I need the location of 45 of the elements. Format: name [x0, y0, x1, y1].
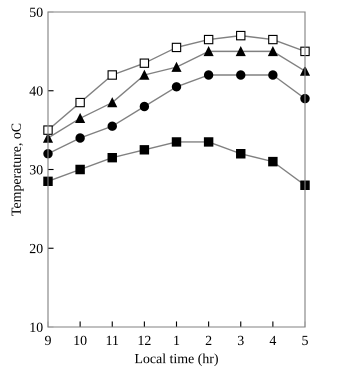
- point: [204, 34, 214, 44]
- point: [140, 58, 150, 68]
- point: [268, 156, 278, 166]
- point: [75, 98, 85, 108]
- point: [75, 133, 85, 143]
- point: [108, 98, 117, 108]
- point: [172, 82, 182, 92]
- x-tick-label: 5: [302, 336, 308, 346]
- point: [140, 70, 150, 80]
- point: [236, 70, 246, 80]
- y-axis-title: Temperature, oC: [12, 124, 24, 216]
- point: [140, 145, 150, 155]
- x-tick-label: 3: [238, 336, 244, 346]
- point: [75, 164, 85, 174]
- point: [75, 114, 85, 124]
- point: [268, 46, 278, 56]
- x-tick-label: 11: [106, 336, 118, 345]
- x-tick-label: 10: [74, 336, 87, 346]
- point: [204, 46, 214, 56]
- x-tick-label: 12: [138, 336, 151, 345]
- y-tick-label: 10: [30, 322, 43, 332]
- point: [204, 70, 214, 80]
- point: [300, 66, 310, 76]
- point: [204, 137, 214, 147]
- y-tick-label: 20: [30, 244, 43, 254]
- x-tick-label: 1: [174, 336, 180, 345]
- x-tick-label: 9: [44, 336, 51, 346]
- point: [236, 46, 246, 56]
- point: [108, 121, 117, 131]
- point: [140, 102, 150, 112]
- x-axis-title: Local time (hr): [134, 353, 218, 366]
- x-tick-label: 4: [270, 336, 276, 345]
- x-tick-label: 2: [206, 336, 212, 345]
- point: [236, 149, 246, 158]
- point: [268, 70, 278, 80]
- point: [108, 152, 117, 162]
- y-tick-label: 40: [30, 86, 43, 96]
- point: [172, 62, 182, 72]
- point: [172, 137, 182, 147]
- y-tick-label: 50: [30, 8, 43, 17]
- point: [268, 34, 278, 44]
- y-tick-label: 30: [30, 165, 43, 174]
- point: [236, 30, 246, 40]
- point: [108, 70, 117, 80]
- point: [172, 42, 182, 52]
